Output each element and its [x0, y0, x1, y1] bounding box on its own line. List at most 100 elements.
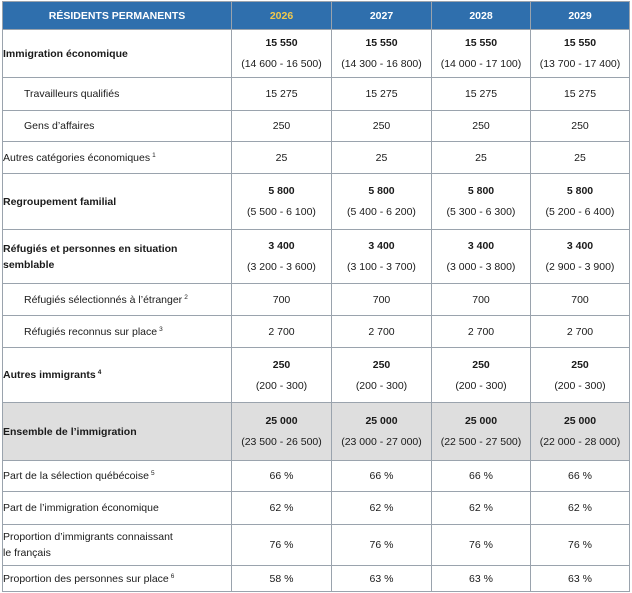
footnote-marker: 2	[184, 293, 188, 301]
row-refugies-reconnus-sur-place: Réfugiés reconnus sur place 3 2 700 2 700…	[2, 315, 630, 348]
value: 250	[272, 358, 291, 371]
header-title: RÉSIDENTS PERMANENTS	[2, 1, 232, 30]
value-cell: 700	[231, 283, 332, 316]
value: 3 400	[566, 240, 594, 252]
value: 5 800	[566, 185, 594, 197]
value-cell: 250 (200 - 300)	[331, 347, 432, 403]
value-cell: 2 700	[331, 315, 432, 348]
value-cell: 250 (200 - 300)	[530, 347, 630, 403]
row-label-cell: Réfugiés et personnes en situation sembla…	[2, 229, 232, 284]
row-gens-affaires: Gens d’affaires 250 250 250 250	[2, 110, 630, 142]
value-cell: 3 400 (2 900 - 3 900)	[530, 229, 630, 284]
row-label: Proportion des personnes sur place	[3, 572, 169, 585]
range: (5 300 - 6 300)	[446, 206, 516, 218]
range: (22 000 - 28 000)	[539, 436, 621, 448]
range: (5 400 - 6 200)	[347, 206, 416, 218]
year-header-2027: 2027	[331, 1, 432, 30]
range: (13 700 - 17 400)	[539, 58, 621, 70]
value-cell: 66 %	[231, 460, 332, 492]
row-label-cell: Réfugiés reconnus sur place 3	[2, 315, 232, 348]
footnote-marker: 4	[97, 369, 102, 376]
footnote-marker: 6	[170, 572, 175, 580]
value-cell: 58 %	[231, 565, 332, 592]
range: (14 600 - 16 500)	[241, 58, 322, 70]
row-label-cell: Réfugiés sélectionnés à l’étranger 2	[2, 283, 232, 316]
value-cell: 250	[431, 110, 531, 142]
row-proportion-francais: Proportion d’immigrants connaissant le fr…	[2, 524, 630, 566]
value-cell: 66 %	[431, 460, 531, 492]
value: 25 000	[265, 415, 298, 427]
value: 250	[472, 358, 490, 371]
value: 5 800	[467, 185, 495, 197]
value: 3 400	[467, 240, 495, 252]
range: (23 500 - 26 500)	[241, 436, 322, 448]
value-cell: 5 800 (5 300 - 6 300)	[431, 173, 531, 230]
row-label-cell: Part de la sélection québécoise 5	[2, 460, 232, 492]
value: 25 000	[365, 415, 398, 427]
value: 15 550	[265, 37, 298, 49]
value-cell: 700	[431, 283, 531, 316]
row-label-cell: Proportion des personnes sur place 6	[2, 565, 232, 592]
row-label: Part de l’immigration économique	[2, 491, 232, 525]
year-header-2029: 2029	[530, 1, 630, 30]
value-cell: 66 %	[331, 460, 432, 492]
value-cell: 15 550 (14 300 - 16 800)	[331, 29, 432, 78]
range: (5 500 - 6 100)	[247, 206, 316, 218]
value: 3 400	[368, 240, 395, 252]
value-cell: 15 275	[530, 77, 630, 111]
row-proportion-sur-place: Proportion des personnes sur place 6 58 %…	[2, 565, 630, 592]
row-travailleurs-qualifies: Travailleurs qualifiés 15 275 15 275 15 …	[2, 77, 630, 111]
footnote-marker: 1	[152, 151, 156, 159]
value-cell: 15 275	[331, 77, 432, 111]
value-cell: 15 550 (13 700 - 17 400)	[530, 29, 630, 78]
row-label-line2: semblable	[3, 258, 55, 271]
value-cell: 2 700	[231, 315, 332, 348]
value: 25 000	[563, 415, 597, 427]
row-ensemble-immigration: Ensemble de l’immigration 25 000 (23 500 …	[2, 402, 630, 461]
range: (3 100 - 3 700)	[347, 261, 416, 273]
row-label-line2: le français	[3, 547, 51, 559]
value-cell: 25 000 (22 000 - 28 000)	[530, 402, 630, 461]
range: (3 200 - 3 600)	[247, 261, 316, 273]
range: (23 000 - 27 000)	[341, 436, 422, 448]
value-cell: 5 800 (5 500 - 6 100)	[231, 173, 332, 230]
value-cell: 250 (200 - 300)	[431, 347, 531, 403]
row-label: Travailleurs qualifiés	[2, 77, 232, 111]
value: 25 000	[464, 415, 498, 427]
value: 15 550	[464, 37, 498, 49]
value-cell: 700	[530, 283, 630, 316]
value-cell: 63 %	[431, 565, 531, 592]
row-refugies: Réfugiés et personnes en situation sembla…	[2, 229, 630, 284]
range: (3 000 - 3 800)	[446, 261, 516, 273]
value: 5 800	[368, 185, 395, 197]
range: (200 - 300)	[554, 379, 606, 392]
value-cell: 2 700	[431, 315, 531, 348]
row-autres-categories-economiques: Autres catégories économiques 1 25 25 25 …	[2, 141, 630, 174]
value-cell: 3 400 (3 100 - 3 700)	[331, 229, 432, 284]
value-cell: 25	[530, 141, 630, 174]
row-label: Immigration économique	[2, 29, 232, 78]
range: (5 200 - 6 400)	[545, 206, 615, 218]
footnote-marker: 3	[159, 325, 163, 333]
range: (200 - 300)	[255, 379, 308, 392]
year-header-2028: 2028	[431, 1, 531, 30]
row-label-line1: Proportion d’immigrants connaissant	[3, 531, 173, 543]
value-cell: 25	[231, 141, 332, 174]
value-cell: 250	[231, 110, 332, 142]
value-cell: 76 %	[530, 524, 630, 566]
row-label: Part de la sélection québécoise	[3, 470, 149, 482]
value-cell: 250	[331, 110, 432, 142]
value: 15 550	[563, 37, 597, 49]
row-autres-immigrants: Autres immigrants 4 250 (200 - 300) 250 (20…	[2, 347, 630, 403]
value-cell: 25	[331, 141, 432, 174]
row-refugies-selectionnes-etranger: Réfugiés sélectionnés à l’étranger 2 700 …	[2, 283, 630, 316]
range: (200 - 300)	[355, 379, 408, 392]
value: 250	[372, 358, 391, 371]
value-cell: 250	[530, 110, 630, 142]
row-label-cell: Proportion d’immigrants connaissant le fr…	[2, 524, 232, 566]
row-immigration-economique: Immigration économique 15 550 (14 600 - 1…	[2, 29, 630, 78]
range: (14 300 - 16 800)	[341, 58, 422, 70]
row-label: Autres immigrants	[3, 369, 96, 381]
value: 3 400	[268, 240, 295, 252]
value-cell: 5 800 (5 400 - 6 200)	[331, 173, 432, 230]
